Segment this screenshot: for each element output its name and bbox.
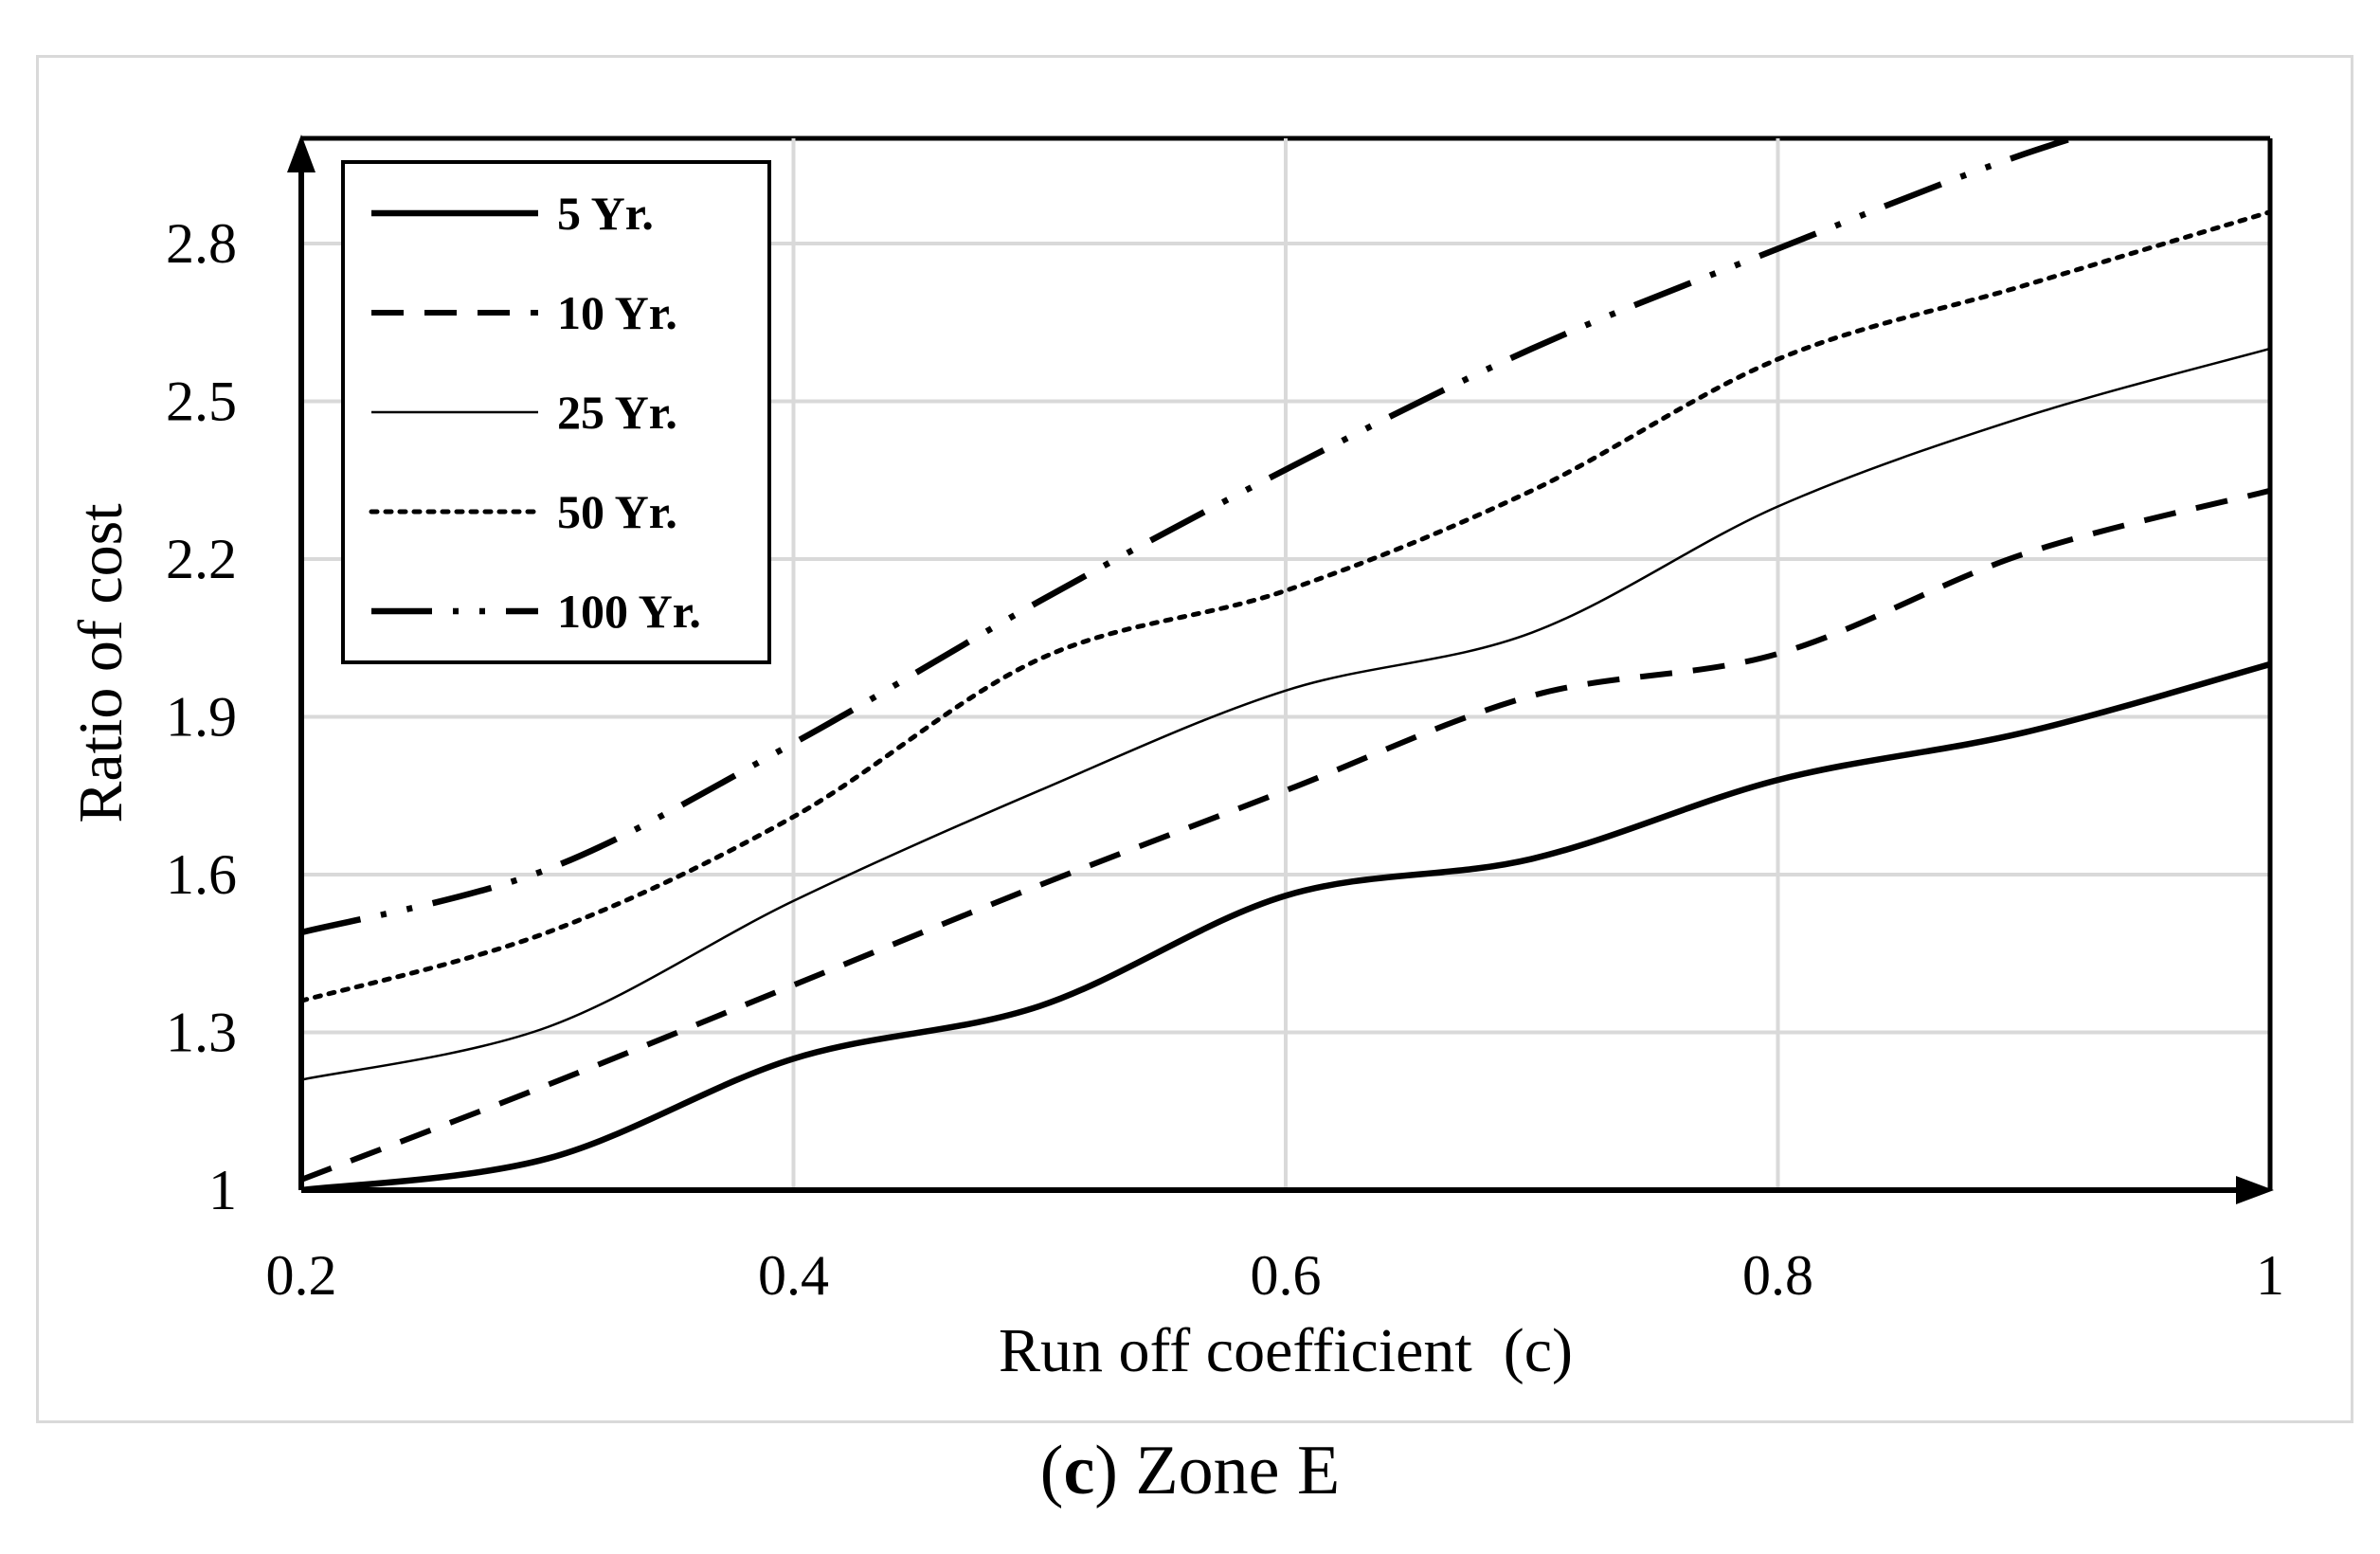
y-tick-label: 2.8 — [166, 212, 237, 275]
legend-label: 25 Yr. — [557, 386, 677, 439]
legend-label: 10 Yr. — [557, 286, 677, 339]
y-tick-label: 2.5 — [166, 370, 237, 433]
y-tick-label: 2.2 — [166, 528, 237, 590]
y-tick-label: 1.9 — [166, 686, 237, 749]
series-line-50yr — [301, 209, 2270, 1003]
tick-label-layer: 0.2 0.4 0.6 0.8 1 1 1.3 1.6 1.9 2.2 2.5 2.8 — [166, 212, 2284, 1307]
y-tick-label: 1 — [208, 1159, 237, 1221]
grid-layer — [301, 136, 2273, 1190]
legend-label: 5 Yr. — [557, 187, 654, 240]
series-line-5yr — [301, 660, 2270, 1190]
legend-label: 50 Yr. — [557, 485, 677, 538]
x-tick-label: 0.6 — [1251, 1244, 1322, 1307]
legend: 5 Yr. 10 Yr. 25 Yr. 50 Yr. 100 Yr. — [341, 160, 771, 664]
legend-items: 5 Yr. 10 Yr. 25 Yr. 50 Yr. 100 Yr. — [369, 187, 701, 638]
legend-label: 100 Yr. — [557, 585, 701, 638]
y-axis-title: Ratio of cost — [66, 503, 135, 822]
caption-letter: c — [1063, 1432, 1095, 1509]
x-tick-label: 0.2 — [266, 1244, 337, 1307]
caption-close-paren: ) — [1094, 1432, 1118, 1509]
axis-layer — [287, 135, 2274, 1204]
series-line-100yr — [301, 138, 2083, 936]
x-tick-label: 0.4 — [758, 1244, 829, 1307]
series-layer — [301, 138, 2270, 1190]
line-chart: 0.2 0.4 0.6 0.8 1 1 1.3 1.6 1.9 2.2 2.5 2.8 Run off… — [66, 135, 2284, 1385]
caption-open-paren: ( — [1039, 1432, 1064, 1509]
y-axis-arrow — [287, 135, 316, 172]
y-tick-label: 1.3 — [166, 1002, 237, 1064]
x-axis-title: Run off coefficient (c) — [999, 1316, 1573, 1385]
caption-text: Zone E — [1117, 1432, 1341, 1509]
figure-caption: (c) Zone E — [0, 1431, 2380, 1511]
series-line-10yr — [301, 487, 2270, 1183]
series-line-25yr — [301, 347, 2270, 1081]
y-tick-label: 1.6 — [166, 843, 237, 906]
x-tick-label: 1 — [2256, 1244, 2284, 1307]
x-tick-label: 0.8 — [1742, 1244, 1813, 1307]
x-axis-arrow — [2236, 1176, 2274, 1204]
